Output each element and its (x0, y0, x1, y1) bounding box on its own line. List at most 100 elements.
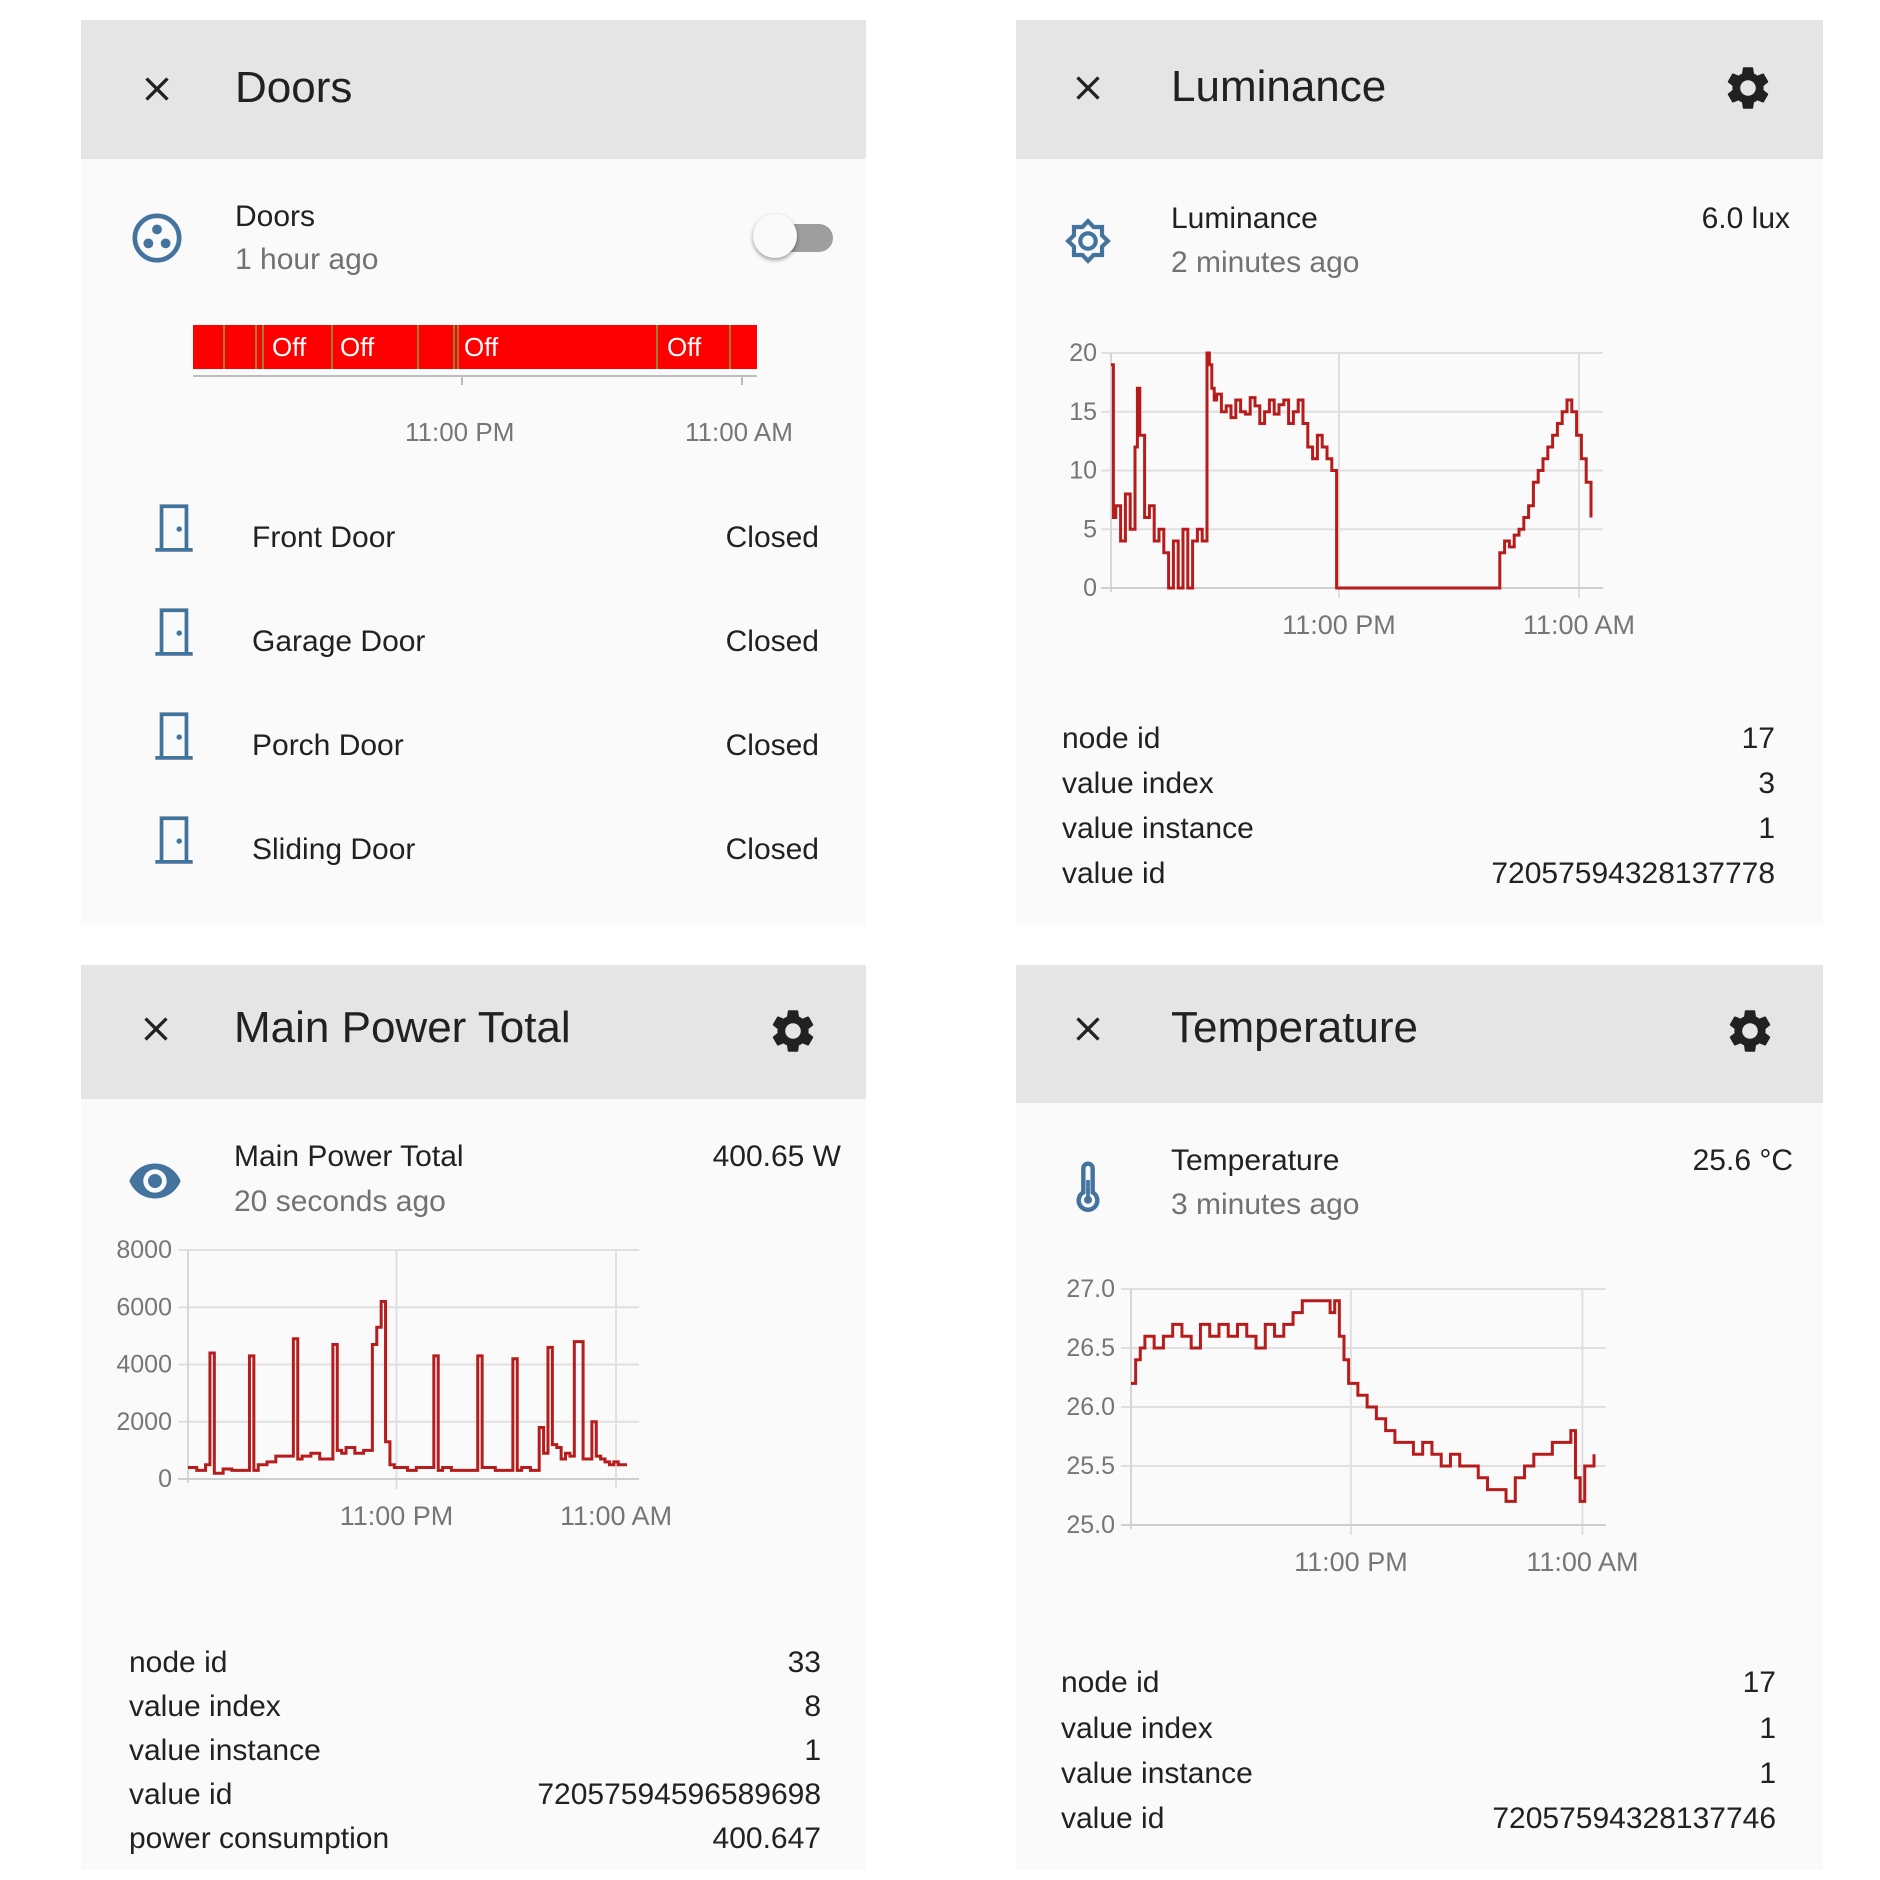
y-tick-label: 2000 (116, 1408, 172, 1436)
timeline-divider (255, 325, 257, 369)
x-tick-label: 11:00 AM (685, 417, 793, 447)
attribute-value: 3 (1758, 767, 1775, 800)
x-tick-label: 11:00 AM (560, 1501, 672, 1531)
attribute-key: node id (1062, 722, 1161, 755)
doors-card: Doors Doors 1 hour ago Off Off Off Off 1… (81, 20, 866, 925)
attribute-key: value index (1062, 767, 1214, 800)
attribute-key: value id (1062, 857, 1166, 890)
entity-last-changed: 1 hour ago (235, 243, 379, 276)
brightness-icon (1060, 213, 1116, 269)
eye-icon (127, 1153, 183, 1209)
y-tick-label: 26.5 (1066, 1334, 1115, 1362)
door-name: Garage Door (252, 625, 426, 658)
door-row[interactable]: Porch Door Closed (81, 708, 866, 788)
x-tick-label: 11:00 AM (1526, 1547, 1638, 1577)
entity-last-changed: 20 seconds ago (234, 1185, 446, 1218)
x-tick (741, 375, 743, 385)
attribute-key: value index (1061, 1712, 1213, 1745)
door-closed-icon (149, 812, 199, 866)
attribute-value: 17 (1742, 1666, 1776, 1699)
door-state: Closed (725, 625, 819, 658)
timeline-label: Off (272, 332, 307, 362)
close-icon[interactable] (1068, 1009, 1108, 1049)
x-tick-label: 11:00 PM (1294, 1547, 1408, 1577)
y-tick-label: 10 (1069, 457, 1097, 485)
close-icon[interactable] (1068, 68, 1108, 108)
attribute-key: node id (1061, 1666, 1160, 1699)
y-tick-label: 0 (158, 1465, 172, 1493)
door-closed-icon (149, 500, 199, 554)
dialog-title: Temperature (1171, 1003, 1419, 1052)
y-tick-label: 15 (1069, 398, 1097, 426)
entity-name: Luminance (1171, 202, 1318, 235)
entity-state: 25.6 °C (1692, 1144, 1793, 1177)
door-row[interactable]: Garage Door Closed (81, 604, 866, 684)
luminance-history-chart: 0 5 10 15 20 11:00 PM 11:00 AM (1069, 339, 1635, 640)
series-line (1131, 1299, 1596, 1503)
door-name: Front Door (252, 521, 396, 554)
attribute-value: 33 (787, 1646, 821, 1679)
entity-name: Main Power Total (234, 1140, 464, 1173)
timeline-divider (331, 325, 333, 369)
timeline-divider (223, 325, 225, 369)
x-tick-label: 11:00 PM (405, 417, 515, 447)
power-history-chart: 0 2000 4000 6000 8000 11:00 PM 11:00 AM (116, 1236, 672, 1531)
y-tick-label: 0 (1083, 574, 1097, 602)
attribute-key: value id (129, 1778, 233, 1811)
power-card: Main Power Total Main Power Total 20 sec… (81, 965, 866, 1870)
attribute-value: 1 (1759, 1757, 1776, 1790)
attribute-value: 1 (804, 1734, 821, 1767)
door-state: Closed (725, 729, 819, 762)
attribute-key: node id (129, 1646, 228, 1679)
gear-icon[interactable] (767, 1005, 819, 1057)
entity-state: 6.0 lux (1701, 202, 1790, 235)
door-name: Sliding Door (252, 833, 416, 866)
thermometer-icon (1060, 1159, 1116, 1215)
attribute-value: 17 (1741, 722, 1775, 755)
door-row[interactable]: Front Door Closed (81, 500, 866, 580)
entity-last-changed: 2 minutes ago (1171, 246, 1360, 279)
attribute-key: power consumption (129, 1822, 390, 1855)
timeline-chart: Off Off Off Off 11:00 PM 11:00 AM (193, 325, 793, 447)
toggle-knob (753, 214, 797, 258)
dialog-title: Main Power Total (234, 1003, 571, 1052)
timeline-divider (262, 325, 264, 369)
power-header: Main Power Total (81, 965, 866, 1099)
door-closed-icon (149, 604, 199, 658)
gear-icon[interactable] (1722, 62, 1774, 114)
y-tick-label: 20 (1069, 339, 1097, 367)
timeline-label: Off (464, 332, 499, 362)
attribute-value: 1 (1759, 1712, 1776, 1745)
door-state: Closed (725, 521, 819, 554)
series-line (1111, 351, 1593, 590)
y-tick-label: 8000 (116, 1236, 172, 1264)
timeline-divider (457, 325, 459, 369)
y-tick-label: 25.0 (1066, 1511, 1115, 1539)
entity-name: Temperature (1171, 1144, 1340, 1177)
door-closed-icon (149, 708, 199, 762)
timeline-divider (453, 325, 455, 369)
close-icon[interactable] (137, 69, 177, 109)
group-toggle[interactable] (753, 212, 833, 262)
attribute-key: value index (129, 1690, 281, 1723)
attribute-key: value instance (1062, 812, 1254, 845)
attribute-value: 72057594328137778 (1491, 857, 1775, 890)
y-tick-label: 26.0 (1066, 1393, 1115, 1421)
timeline-label: Off (340, 332, 375, 362)
y-tick-label: 4000 (116, 1351, 172, 1379)
luminance-card: Luminance Luminance 2 minutes ago 6.0 lu… (1016, 20, 1823, 925)
temperature-header: Temperature (1016, 965, 1823, 1103)
series-line (188, 1300, 627, 1475)
y-tick-label: 6000 (116, 1293, 172, 1321)
gear-icon[interactable] (1724, 1005, 1776, 1057)
dialog-title: Doors (235, 63, 353, 112)
x-tick-label: 11:00 PM (340, 1501, 454, 1531)
close-icon[interactable] (136, 1009, 176, 1049)
entity-state: 400.65 W (712, 1140, 841, 1173)
attribute-value: 72057594328137746 (1492, 1802, 1776, 1835)
door-row[interactable]: Sliding Door Closed (81, 812, 866, 892)
x-tick-label: 11:00 PM (1282, 610, 1396, 640)
y-tick-label: 5 (1083, 515, 1097, 543)
attribute-value: 1 (1758, 812, 1775, 845)
door-name: Porch Door (252, 729, 404, 762)
